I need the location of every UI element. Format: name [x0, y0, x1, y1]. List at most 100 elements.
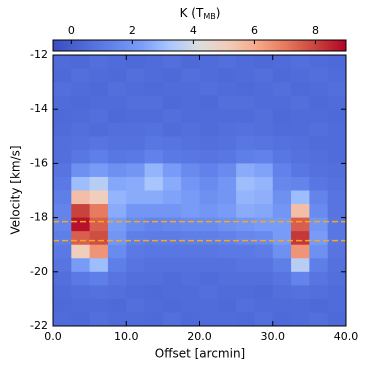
heatmap-cell — [144, 149, 164, 164]
heatmap-cell — [217, 68, 237, 83]
heatmap-cell — [107, 312, 127, 326]
heatmap-cell — [236, 217, 255, 232]
heatmap-cell — [291, 244, 310, 259]
heatmap-cell — [309, 312, 329, 326]
heatmap-cell — [309, 55, 329, 70]
heatmap-cell — [309, 68, 329, 83]
heatmap-cell — [126, 312, 146, 326]
heatmap-cell — [53, 149, 72, 164]
heatmap-cell — [309, 285, 329, 300]
heatmap-cell — [272, 176, 292, 191]
heatmap-cell — [107, 204, 127, 219]
heatmap-cell — [236, 190, 255, 205]
heatmap-cell — [309, 258, 329, 273]
heatmap-cell — [144, 285, 164, 300]
heatmap-cell — [181, 298, 200, 313]
heatmap-cell — [327, 258, 346, 273]
heatmap-cell — [162, 190, 182, 205]
heatmap-cell — [272, 55, 292, 70]
heatmap-cell — [199, 55, 219, 70]
heatmap-cell — [236, 136, 255, 151]
heatmap-cell — [53, 122, 72, 137]
heatmap-cell — [272, 163, 292, 178]
heatmap-cell — [236, 55, 255, 70]
heatmap-cell — [291, 285, 310, 300]
heatmap-cell — [272, 244, 292, 259]
heatmap-cell — [107, 82, 127, 97]
heatmap-cell — [254, 149, 274, 164]
heatmap-cell — [107, 298, 127, 313]
heatmap-cell — [126, 217, 146, 232]
heatmap-cell — [327, 285, 346, 300]
heatmap-cell — [89, 82, 109, 97]
heatmap-cell — [71, 231, 91, 246]
heatmap-cell — [71, 82, 91, 97]
heatmap-cell — [181, 258, 200, 273]
heatmap-cell — [89, 55, 109, 70]
heatmap-cell — [181, 217, 200, 232]
heatmap — [53, 55, 346, 326]
heatmap-cell — [309, 163, 329, 178]
heatmap-cell — [217, 149, 237, 164]
heatmap-cell — [89, 217, 109, 232]
heatmap-cell — [126, 109, 146, 124]
heatmap-cell — [107, 68, 127, 83]
heatmap-cell — [254, 244, 274, 259]
heatmap-cell — [291, 204, 310, 219]
heatmap-cell — [162, 244, 182, 259]
heatmap-cell — [254, 163, 274, 178]
heatmap-cell — [181, 109, 200, 124]
heatmap-cell — [144, 55, 164, 70]
heatmap-cell — [126, 68, 146, 83]
heatmap-cell — [144, 312, 164, 326]
heatmap-cell — [89, 258, 109, 273]
heatmap-cell — [254, 190, 274, 205]
heatmap-cell — [107, 190, 127, 205]
heatmap-cell — [254, 285, 274, 300]
heatmap-cell — [71, 285, 91, 300]
heatmap-cell — [309, 109, 329, 124]
heatmap-cell — [53, 285, 72, 300]
heatmap-cell — [272, 122, 292, 137]
heatmap-cell — [327, 122, 346, 137]
colorbar-label-sub: MB — [203, 12, 215, 21]
heatmap-cell — [291, 109, 310, 124]
heatmap-cell — [199, 271, 219, 286]
heatmap-cell — [89, 109, 109, 124]
heatmap-cell — [162, 122, 182, 137]
heatmap-cell — [71, 190, 91, 205]
heatmap-cell — [309, 136, 329, 151]
heatmap-cell — [309, 244, 329, 259]
heatmap-cell — [107, 285, 127, 300]
heatmap-cell — [254, 68, 274, 83]
heatmap-cell — [107, 163, 127, 178]
heatmap-cell — [126, 258, 146, 273]
heatmap-cell — [181, 204, 200, 219]
heatmap-cell — [53, 217, 72, 232]
heatmap-cell — [89, 122, 109, 137]
heatmap-cell — [272, 149, 292, 164]
heatmap-cell — [162, 55, 182, 70]
y-tick-label: -22 — [30, 319, 48, 332]
heatmap-cell — [199, 136, 219, 151]
heatmap-cell — [107, 231, 127, 246]
heatmap-cell — [327, 163, 346, 178]
heatmap-cell — [107, 149, 127, 164]
heatmap-cell — [236, 109, 255, 124]
heatmap-cell — [217, 95, 237, 110]
heatmap-cell — [53, 55, 72, 70]
heatmap-cell — [309, 190, 329, 205]
heatmap-cell — [199, 95, 219, 110]
heatmap-cell — [89, 149, 109, 164]
heatmap-cell — [254, 298, 274, 313]
heatmap-cell — [236, 122, 255, 137]
heatmap-cell — [272, 204, 292, 219]
y-tick-label: -12 — [30, 48, 48, 61]
heatmap-cell — [217, 231, 237, 246]
heatmap-cell — [291, 55, 310, 70]
heatmap-cell — [291, 217, 310, 232]
heatmap-cell — [71, 312, 91, 326]
heatmap-cell — [181, 68, 200, 83]
heatmap-cell — [199, 109, 219, 124]
heatmap-cell — [327, 82, 346, 97]
